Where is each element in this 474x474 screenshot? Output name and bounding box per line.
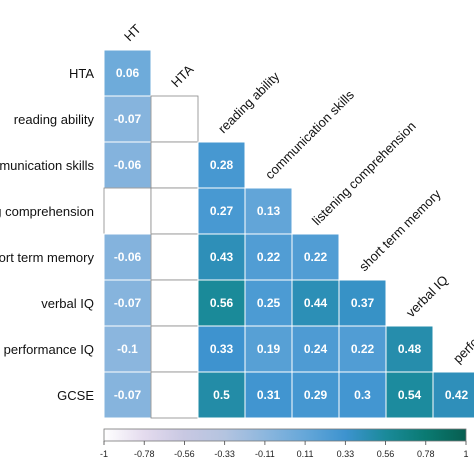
- row-label: listening comprehension: [0, 204, 94, 219]
- cell-value-label: 0.19: [257, 342, 281, 356]
- colorbar-tick-label: -1: [100, 449, 108, 459]
- column-label: short term memory: [356, 186, 444, 274]
- cell-value-label: 0.48: [398, 342, 422, 356]
- heatmap-cell: [150, 95, 199, 143]
- cell-value-label: -0.06: [114, 250, 142, 264]
- cell-value-label: 0.22: [351, 342, 375, 356]
- heatmap-cell: [197, 233, 246, 281]
- row-label: reading ability: [14, 112, 95, 127]
- row-label: verbal IQ: [41, 296, 94, 311]
- heatmap-cell: [150, 233, 199, 281]
- cell-value-label: 0.24: [304, 342, 328, 356]
- heatmap-cell: [385, 325, 434, 373]
- heatmap-cell: [291, 279, 340, 327]
- row-label: short term memory: [0, 250, 94, 265]
- colorbar-tick-label: 0.56: [377, 449, 395, 459]
- row-label: performance IQ: [4, 342, 94, 357]
- heatmap-cell: [103, 371, 152, 419]
- colorbar-tick-label: -0.33: [214, 449, 235, 459]
- cell-value-label: 0.22: [257, 250, 281, 264]
- cell-value-label: 0.28: [210, 158, 234, 172]
- row-label: GCSE: [57, 388, 94, 403]
- column-label: HTA: [168, 62, 197, 91]
- cell-value-label: -0.07: [114, 296, 142, 310]
- column-label: performance IQ: [450, 292, 474, 366]
- heatmap-cell: [385, 371, 434, 419]
- heatmap-cell: [291, 371, 340, 419]
- heatmap-cell: [197, 325, 246, 373]
- cell-value-label: 0.42: [445, 388, 469, 402]
- cell-value-label: 0.25: [257, 296, 281, 310]
- column-label: listening comprehension: [309, 118, 419, 228]
- cell-value-label: -0.1: [117, 342, 138, 356]
- heatmap-cell: [103, 95, 152, 143]
- heatmap-cell: [197, 371, 246, 419]
- row-label: HTA: [69, 66, 94, 81]
- colorbar: -1 -0.78 -0.56 -0.33 -0.11 0.11 0.33 0.56 0.78 1: [100, 428, 469, 459]
- cell-value-label: 0.43: [210, 250, 234, 264]
- column-label: verbal IQ: [403, 272, 451, 320]
- colorbar-tick-label: 0.11: [297, 449, 314, 459]
- cell-value-label: 0.29: [304, 388, 328, 402]
- column-label: communication skills: [262, 87, 357, 182]
- row-label: communication skills: [0, 158, 94, 173]
- heatmap-cell: [244, 187, 293, 235]
- column-label: reading ability: [215, 68, 283, 136]
- colorbar-tick-label: -0.11: [255, 449, 275, 459]
- cell-value-label: -0.07: [114, 388, 142, 402]
- cell-value-label: 0.06: [116, 66, 140, 80]
- colorbar-tick-label: 0.33: [337, 449, 355, 459]
- heatmap-cell: [150, 371, 199, 419]
- colorbar-tick-label: -0.78: [134, 449, 155, 459]
- heatmap-cell: [197, 141, 246, 189]
- heatmap-cell: [432, 371, 474, 419]
- colorbar-tick-label: 0.78: [417, 449, 435, 459]
- heatmap-cell: [103, 325, 152, 373]
- column-label: HT: [121, 21, 144, 44]
- cell-value-label: 0.37: [351, 296, 375, 310]
- cell-value-label: 0.22: [304, 250, 328, 264]
- cell-value-label: 0.33: [210, 342, 234, 356]
- heatmap-cell: [150, 325, 199, 373]
- row-labels: HTA reading ability communication skills li…: [0, 66, 94, 403]
- colorbar-tick-label: -0.56: [174, 449, 195, 459]
- cell-value-label: -0.06: [114, 158, 142, 172]
- heatmap-cell: [103, 49, 152, 97]
- heatmap-cell: [150, 279, 199, 327]
- cell-value-label: 0.3: [354, 388, 371, 402]
- cell-value-label: 0.54: [398, 388, 422, 402]
- cell-value-label: 0.5: [213, 388, 230, 402]
- heatmap-cell: [103, 141, 152, 189]
- cell-value-label: 0.31: [257, 388, 281, 402]
- cell-value-label: 0.13: [257, 204, 281, 218]
- heatmap-cell: [150, 187, 199, 235]
- heatmap-cell: [197, 279, 246, 327]
- heatmap-cell: [150, 141, 199, 189]
- heatmap-cell: [244, 325, 293, 373]
- cell-value-label: 0.27: [210, 204, 234, 218]
- heatmap-cell: [103, 187, 152, 235]
- cell-value-label: 0.44: [304, 296, 328, 310]
- cell-values: 0.06 -0.07 -0.06 0.28 0.27 0.13 -0.06 0.43 0.22 0…: [114, 66, 469, 402]
- heatmap-cell: [291, 233, 340, 281]
- cell-value-label: -0.07: [114, 112, 142, 126]
- heatmap-cell: [291, 325, 340, 373]
- colorbar-gradient: [103, 428, 467, 442]
- heatmap-cell: [338, 325, 387, 373]
- heatmap-cells: [103, 49, 474, 419]
- cell-value-label: 0.56: [210, 296, 234, 310]
- colorbar-tick-label: 1: [463, 449, 468, 459]
